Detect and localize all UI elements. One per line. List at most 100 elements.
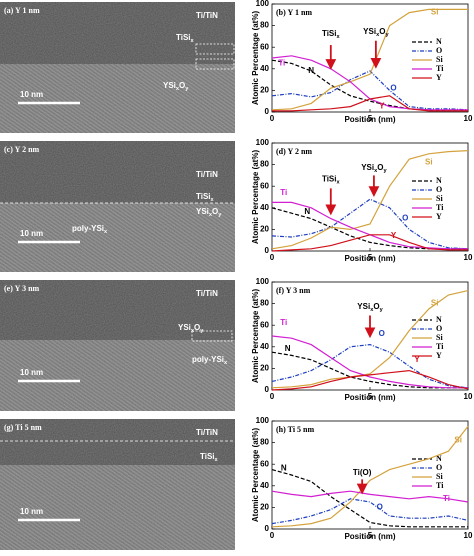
y-tick-label: 20 <box>260 364 269 373</box>
y-tick-label: 60 <box>260 320 269 329</box>
micrograph-label: YSixOy <box>178 323 204 334</box>
region-box <box>195 58 235 70</box>
legend-label: N <box>436 176 442 185</box>
annotation-part: YSi <box>361 163 374 172</box>
annotation: YSixOy <box>363 27 389 38</box>
micrograph-label-part: YSi <box>196 207 209 216</box>
x-tick-label: 10 <box>464 531 473 540</box>
chart-title: (b) Y 1 nm <box>276 8 312 17</box>
micrograph-label: TiSix <box>196 192 215 203</box>
micrograph-label-part: x <box>191 328 195 334</box>
y-tick-label: 20 <box>260 225 269 234</box>
micrograph-label-part: y <box>218 212 222 218</box>
legend-label: Ti <box>436 481 444 490</box>
micrograph-label-part: x <box>209 212 213 218</box>
y-tick-label: 40 <box>260 203 269 212</box>
micrograph-label: TiSix <box>200 452 219 463</box>
micrograph-label-part: x <box>191 38 195 44</box>
annotation: Ti <box>280 318 287 327</box>
y-axis-label: Atomic Percentage (at%) <box>251 428 260 523</box>
annotation: TiSix <box>322 29 341 40</box>
micrograph-title: (a) Y 1 nm <box>4 6 40 15</box>
series-line <box>271 498 469 525</box>
x-axis-label: Position (nm) <box>344 115 395 124</box>
legend-label: Ti <box>436 64 444 73</box>
annotation: N <box>281 464 287 473</box>
scale-bar-label: 10 nm <box>20 90 43 99</box>
micrograph-label-part: TiSi <box>200 452 215 461</box>
micrograph-label: poly-YSix <box>72 224 108 235</box>
series-line <box>271 150 469 250</box>
micrograph-label-part: x <box>176 86 180 92</box>
micrograph-label-part: y <box>185 86 189 92</box>
x-tick-label: 0 <box>270 392 275 401</box>
x-tick-label: 10 <box>464 253 473 262</box>
legend-label: Si <box>436 55 443 64</box>
micrograph-label-part: TiSi <box>196 192 211 201</box>
annotation-part: YSi <box>363 27 376 36</box>
legend-label: Ti <box>436 342 444 351</box>
legend-label: N <box>436 454 442 463</box>
annotation: O <box>402 214 408 223</box>
legend-label: Y <box>436 73 442 82</box>
annotation-part: YSi <box>357 302 370 311</box>
x-axis-label: Position (nm) <box>344 393 395 402</box>
x-tick-label: 0 <box>270 114 275 123</box>
x-tick-label: 5 <box>368 531 373 540</box>
region-box <box>195 43 235 55</box>
micrograph-label: TiSix <box>176 33 195 44</box>
annotation: Ti <box>280 188 287 197</box>
scale-bar-label: 10 nm <box>20 507 43 516</box>
micrograph-title: (c) Y 2 nm <box>4 145 40 154</box>
y-tick-label: 100 <box>256 416 270 425</box>
micrograph-grain <box>0 2 235 133</box>
legend-label: Ti <box>436 203 444 212</box>
x-tick-label: 10 <box>464 114 473 123</box>
annotation-part: O <box>373 302 379 311</box>
annotation: TiSix <box>322 175 341 186</box>
annotation: N <box>285 344 291 353</box>
chart-title: (f) Y 3 nm <box>276 286 311 295</box>
micrograph-label-part: x <box>211 197 215 203</box>
annotation: Si <box>431 8 439 17</box>
y-tick-label: 40 <box>260 481 269 490</box>
annotation: YSixOy <box>357 302 383 313</box>
micrograph-label-part: poly-YSi <box>72 224 104 233</box>
micrograph-label-part: O <box>194 323 200 332</box>
annotation: O <box>379 329 385 338</box>
series-line <box>271 290 469 389</box>
legend-label: Y <box>436 212 442 221</box>
x-tick-label: 0 <box>270 531 275 540</box>
micrograph-title: (g) Ti 5 nm <box>4 423 42 432</box>
region-box <box>191 330 233 342</box>
scale-bar-label: 10 nm <box>20 229 43 238</box>
annotation: Y <box>414 355 420 364</box>
micrograph-label-part: O <box>179 81 185 90</box>
plot-frame <box>271 420 469 530</box>
y-tick-label: 40 <box>260 342 269 351</box>
series-line <box>271 369 469 391</box>
x-tick-label: 0 <box>270 253 275 262</box>
x-axis-label: Position (nm) <box>344 254 395 263</box>
micrograph-grain <box>0 419 235 550</box>
x-tick-label: 5 <box>368 392 373 401</box>
micrograph-grain <box>0 141 235 272</box>
micrograph-label-part: x <box>104 229 108 235</box>
annotation-part: y <box>383 168 387 174</box>
legend-label: Si <box>436 333 443 342</box>
scale-bar-label: 10 nm <box>20 368 43 377</box>
legend-label: Si <box>436 194 443 203</box>
series-line <box>271 8 468 111</box>
micrograph-label-part: YSi <box>178 323 191 332</box>
series-line <box>271 351 468 389</box>
legend-label: O <box>436 463 442 472</box>
micrograph-label: Ti/TiN <box>196 428 218 437</box>
annotation-part: O <box>377 163 383 172</box>
series-line <box>271 426 469 528</box>
annotation: N <box>308 66 314 75</box>
series-line <box>271 70 469 111</box>
micrograph-label-part: TiSi <box>176 33 191 42</box>
y-tick-label: 80 <box>260 160 269 169</box>
legend-label: N <box>436 37 442 46</box>
annotation: YSixOy <box>361 163 387 174</box>
